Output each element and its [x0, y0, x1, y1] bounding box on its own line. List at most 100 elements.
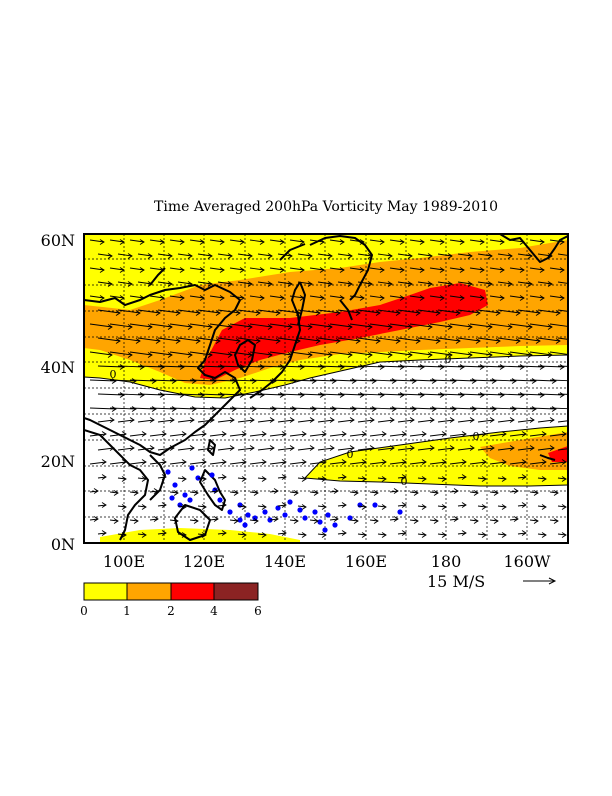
wind-vector-head — [299, 364, 305, 370]
wind-vector — [329, 461, 347, 465]
wind-vector — [477, 419, 495, 423]
wind-vector — [457, 253, 473, 257]
wind-vector — [109, 519, 119, 522]
wind-vector — [389, 323, 413, 328]
wind-vector — [237, 419, 255, 423]
wind-vector-head — [231, 378, 237, 384]
wind-vector — [89, 461, 107, 465]
wind-vector-head — [461, 459, 467, 465]
wind-vector — [489, 323, 513, 328]
wind-vector — [269, 267, 285, 271]
wind-vector — [309, 323, 333, 328]
wind-vector — [409, 239, 425, 243]
wind-vector — [97, 476, 107, 479]
y-tick-label: 40N — [41, 358, 75, 377]
wind-vector — [217, 476, 227, 479]
wind-vector-head — [493, 490, 499, 496]
wind-vector-head — [391, 378, 397, 384]
wind-vector-head — [101, 431, 107, 437]
wind-vector — [477, 253, 493, 257]
wind-vector — [177, 253, 193, 257]
wind-vector — [537, 447, 555, 451]
wind-vector — [377, 477, 387, 480]
wind-vector-head — [461, 502, 467, 508]
wind-vector-head — [255, 310, 261, 316]
wind-vector-head — [371, 406, 377, 412]
wind-vector — [437, 309, 461, 314]
wind-vector-head — [341, 530, 347, 536]
wind-vector-head — [541, 532, 547, 538]
wind-vector — [117, 447, 135, 451]
wind-vector — [529, 491, 539, 494]
wind-vector-head — [241, 459, 247, 465]
wind-vector — [229, 239, 245, 243]
wind-vector-head — [381, 476, 387, 482]
wind-vector — [397, 419, 415, 423]
wind-vector-head — [467, 253, 473, 259]
wind-vector — [209, 267, 225, 271]
wind-vector-head — [159, 392, 165, 398]
wind-vector — [389, 433, 407, 437]
wind-vector — [217, 447, 235, 451]
wind-vector — [449, 518, 459, 521]
wind-vector — [317, 447, 335, 451]
colorbar-box-1 — [126, 582, 172, 601]
wind-vector — [457, 504, 467, 507]
wind-vector-head — [279, 295, 285, 301]
wind-vector-head — [349, 417, 355, 423]
wind-vector-head — [501, 476, 507, 482]
wind-vector-head — [527, 253, 533, 259]
wind-vector-head — [207, 281, 213, 287]
wind-vector — [229, 407, 257, 410]
wind-vector-head — [491, 378, 497, 384]
wind-vector-head — [535, 310, 541, 316]
wind-vector-head — [499, 295, 505, 301]
wind-vector — [149, 239, 165, 243]
wind-vector-head — [329, 417, 335, 423]
wind-vector-head — [351, 378, 357, 384]
wind-vector — [289, 323, 313, 328]
wind-vector-head — [219, 239, 225, 245]
wind-vector — [469, 519, 479, 522]
wind-vector-head — [373, 490, 379, 496]
wind-vector — [377, 419, 395, 423]
wind-vector — [297, 365, 325, 368]
wind-vector-head — [409, 417, 415, 423]
wind-vector-head — [419, 392, 425, 398]
wind-vector-head — [387, 324, 393, 330]
wind-vector — [517, 365, 545, 368]
wind-vector-head — [187, 352, 193, 358]
wind-vector — [469, 433, 487, 437]
wind-vector-head — [419, 239, 425, 245]
wind-vector-head — [167, 352, 173, 358]
wind-vector — [129, 239, 145, 243]
colorbar-box-3 — [213, 582, 259, 601]
wind-vector — [509, 267, 525, 271]
wind-vector-head — [121, 459, 127, 465]
wind-vector-head — [467, 352, 473, 358]
wind-vector — [197, 253, 213, 257]
wind-vector-head — [261, 504, 267, 510]
wind-vector-head — [561, 504, 567, 510]
wind-vector-head — [441, 476, 447, 482]
wind-vector — [529, 461, 547, 465]
wind-vector — [189, 407, 217, 410]
wind-vector-head — [101, 530, 107, 536]
wind-vector-head — [307, 281, 313, 287]
wind-vector — [429, 519, 439, 522]
wind-vector — [397, 447, 415, 451]
wind-vector-head — [333, 488, 339, 494]
wind-vector — [417, 309, 441, 314]
wind-vector — [89, 433, 107, 437]
wind-vector — [209, 239, 225, 243]
wind-vector-head — [553, 518, 559, 524]
wind-vector-head — [133, 490, 139, 496]
wind-vector-head — [519, 267, 525, 273]
wind-vector-head — [327, 324, 333, 330]
wind-vector — [397, 309, 421, 314]
wind-vector — [217, 365, 245, 368]
wind-vector — [349, 295, 365, 299]
wind-vector-head — [559, 392, 565, 398]
wind-vector-head — [379, 267, 385, 273]
wind-vector — [289, 519, 299, 522]
